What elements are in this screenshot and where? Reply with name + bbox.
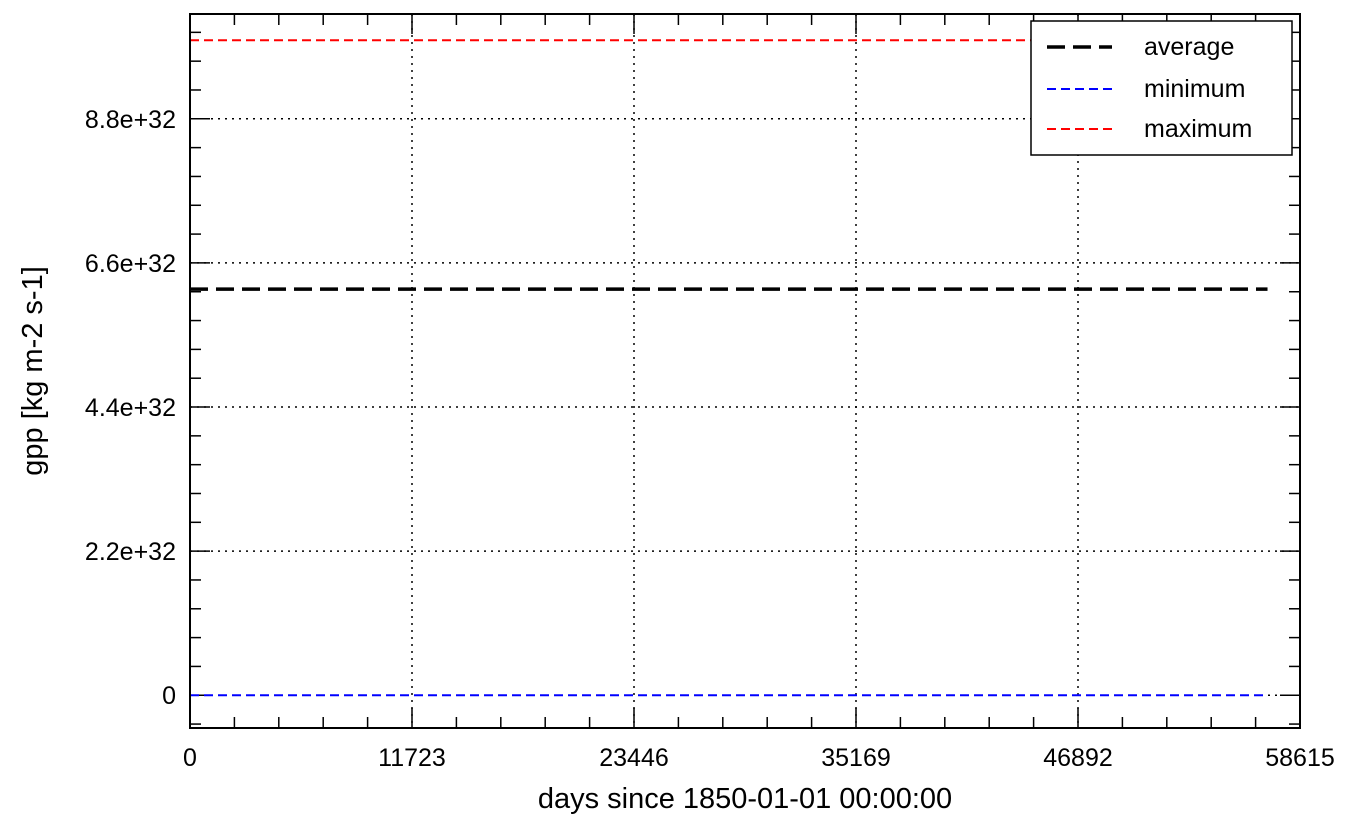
legend: average minimum maximum (1030, 20, 1293, 156)
x-tick-label: 58615 (1265, 744, 1335, 772)
plot-frame (189, 13, 1301, 729)
y-tick-label: 0 (162, 682, 176, 710)
x-tick-label: 0 (183, 744, 197, 772)
y-axis-title: gpp [kg m-2 s-1] (17, 266, 49, 476)
y-tick-labels: 0 2.2e+32 4.4e+32 6.6e+32 8.8e+32 (85, 106, 176, 710)
x-tick-label: 23446 (599, 744, 669, 772)
legend-label-average: average (1144, 33, 1234, 61)
x-tick-label: 46892 (1043, 744, 1113, 772)
y-tick-label: 6.6e+32 (85, 250, 176, 278)
y-tick-label: 8.8e+32 (85, 106, 176, 134)
x-tick-label: 11723 (378, 744, 446, 772)
x-tick-label: 35169 (821, 744, 891, 772)
x-axis-title: days since 1850-01-01 00:00:00 (538, 783, 952, 815)
y-tick-label: 2.2e+32 (85, 538, 176, 566)
x-tick-labels: 0 11723 23446 35169 46892 58615 (183, 744, 1335, 772)
legend-box (1030, 20, 1293, 156)
legend-label-maximum: maximum (1144, 115, 1252, 143)
y-tick-label: 4.4e+32 (85, 394, 176, 422)
legend-label-minimum: minimum (1144, 75, 1245, 103)
